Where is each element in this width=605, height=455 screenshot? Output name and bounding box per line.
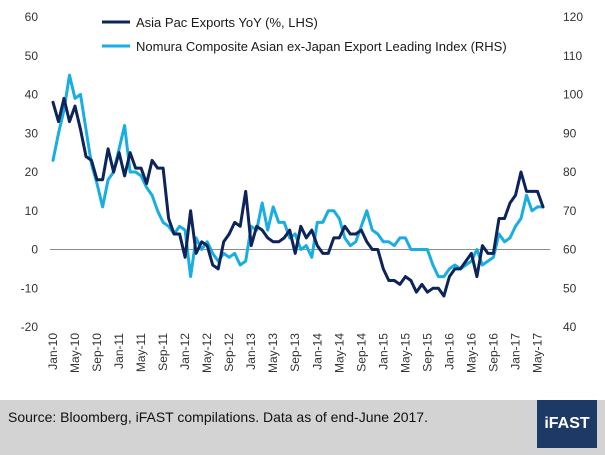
x-tick-label: Sep-11 — [156, 333, 170, 371]
x-tick-label: Jan-13 — [244, 333, 258, 370]
legend-label-nomura-index: Nomura Composite Asian ex-Japan Export L… — [136, 39, 507, 54]
left-tick-label: 30 — [25, 126, 39, 140]
x-tick-label: May-17 — [530, 333, 544, 373]
x-tick-label: Jan-16 — [442, 333, 456, 370]
line-chart: -20 -10 0 10 20 30 40 50 60 40 50 60 70 80 90 100 110 12… — [21, 10, 584, 373]
right-tick-label: 80 — [563, 165, 577, 179]
series-layer — [51, 73, 545, 298]
right-tick-label: 120 — [563, 10, 583, 24]
right-tick-label: 60 — [563, 243, 577, 257]
x-tick-label: Jan-10 — [46, 333, 60, 370]
x-tick-label: May-12 — [200, 333, 214, 373]
legend: Asia Pac Exports YoY (%, LHS) Nomura Com… — [102, 15, 507, 54]
x-axis-ticks: Jan-10 May-10 Sep-10 Jan-11 May-11 Sep-11 Jan-… — [46, 333, 544, 373]
right-tick-label: 50 — [563, 281, 577, 295]
right-tick-label: 100 — [563, 88, 583, 102]
x-tick-label: Sep-15 — [420, 333, 434, 372]
x-tick-label: Sep-16 — [486, 333, 500, 372]
x-tick-label: Jan-12 — [178, 333, 192, 370]
x-tick-label: May-16 — [464, 333, 478, 373]
x-tick-label: Jan-14 — [310, 333, 324, 370]
x-tick-label: Sep-13 — [288, 333, 302, 372]
right-tick-label: 70 — [563, 204, 577, 218]
footer-bar: Source: Bloomberg, iFAST compilations. D… — [0, 400, 605, 455]
left-tick-label: 10 — [25, 204, 39, 218]
left-axis-ticks: -20 -10 0 10 20 30 40 50 60 — [21, 10, 39, 334]
left-tick-label: 60 — [25, 10, 39, 24]
x-tick-label: Jan-17 — [508, 333, 522, 370]
left-tick-label: -10 — [21, 281, 39, 295]
x-tick-label: May-14 — [332, 333, 346, 373]
x-tick-label: May-11 — [134, 333, 148, 372]
right-tick-label: 40 — [563, 320, 577, 334]
left-tick-label: 40 — [25, 88, 39, 102]
left-tick-label: 20 — [25, 165, 39, 179]
ifast-logo: iFAST — [537, 400, 597, 448]
x-tick-label: May-15 — [398, 333, 412, 373]
right-tick-label: 110 — [563, 49, 582, 63]
x-tick-label: Sep-14 — [354, 333, 368, 372]
right-tick-label: 90 — [563, 126, 577, 140]
left-tick-label: -20 — [21, 320, 39, 334]
x-tick-label: Sep-10 — [90, 333, 104, 372]
right-axis-ticks: 40 50 60 70 80 90 100 110 120 — [563, 10, 583, 334]
x-tick-label: Sep-12 — [222, 333, 236, 372]
source-note: Source: Bloomberg, iFAST compilations. D… — [8, 409, 428, 425]
legend-label-asia-pac-exports: Asia Pac Exports YoY (%, LHS) — [136, 15, 318, 30]
left-tick-label: 0 — [31, 243, 38, 257]
x-tick-label: May-10 — [68, 333, 82, 373]
series-line-asia-pac-exports — [51, 96, 545, 298]
x-tick-label: Jan-11 — [112, 333, 126, 369]
x-tick-label: May-13 — [266, 333, 280, 373]
left-tick-label: 50 — [25, 49, 39, 63]
x-tick-label: Jan-15 — [376, 333, 390, 370]
